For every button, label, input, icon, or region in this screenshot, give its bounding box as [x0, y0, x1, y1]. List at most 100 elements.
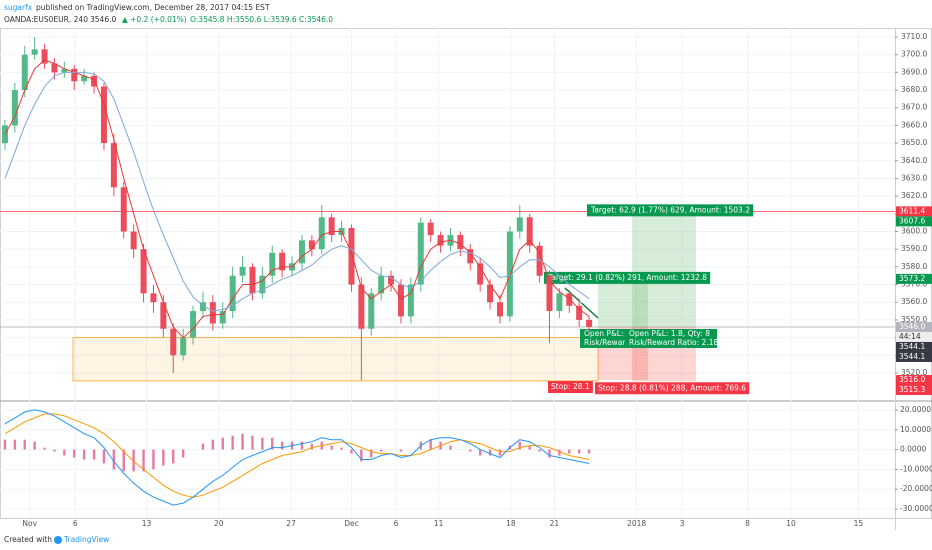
trend-line — [564, 287, 599, 319]
candle-body — [130, 231, 137, 250]
candle-body — [249, 266, 256, 294]
price-tag — [896, 375, 932, 386]
macd-histogram-bar — [162, 449, 165, 466]
macd-histogram-bar — [3, 439, 7, 450]
footer-brand[interactable]: TradingView — [63, 535, 109, 544]
macd-histogram-bar — [92, 449, 96, 460]
candle-body — [110, 143, 117, 188]
x-tick-label: 21 — [550, 519, 560, 528]
macd-histogram-bar — [172, 449, 175, 464]
price-tag-label: 3573.2 — [899, 274, 925, 283]
macd-histogram-bar — [33, 441, 36, 450]
candle-body — [160, 302, 167, 329]
macd-histogram-bar — [132, 449, 135, 472]
macd-histogram-bar — [211, 439, 215, 450]
macd-histogram-bar — [43, 447, 46, 450]
y2-tick-label: 20.0000 — [900, 405, 931, 414]
logo-icon — [54, 536, 62, 544]
candle-body — [21, 54, 28, 91]
y2-tick-label: -20.0000 — [900, 484, 932, 493]
candle-body — [496, 302, 503, 317]
candle-body — [298, 240, 305, 264]
y2-tick-label: 10.0000 — [900, 425, 931, 434]
y2-tick-label: -10.0000 — [900, 464, 932, 473]
candle-body — [199, 302, 206, 312]
x-tick-label: 6 — [394, 519, 399, 528]
candle-body — [190, 311, 197, 338]
candle-body — [41, 49, 48, 64]
macd-histogram-bar — [360, 449, 363, 462]
candle-body — [536, 245, 543, 276]
price-tag — [896, 385, 932, 396]
position-label-box — [548, 381, 593, 394]
position-label-box — [587, 204, 754, 217]
zone — [72, 337, 599, 382]
position-label: Stop: 28.1 — [548, 381, 593, 394]
macd-histogram-bar — [261, 437, 264, 450]
position-info-text: Open P&L: 1.8, Qty: 8 — [629, 329, 710, 338]
candle-body — [457, 235, 464, 250]
y-tick-label: 3600.0 — [901, 227, 927, 236]
candle-body — [516, 217, 523, 232]
candle-body — [239, 266, 246, 276]
candle-body — [467, 249, 474, 264]
x-tick-label: Nov — [22, 519, 37, 528]
author[interactable]: sugarfx — [4, 3, 33, 12]
y-tick-label: 3560.0 — [901, 297, 927, 306]
candle-body — [407, 284, 414, 317]
x-tick-label: 6 — [73, 519, 78, 528]
x-tick-label: 8 — [745, 519, 750, 528]
position-info-text: Risk/Reward Ratio: 2.18 — [629, 338, 718, 347]
macd-histogram-bar — [330, 445, 333, 450]
macd-histogram-bar — [379, 449, 383, 452]
position-label-text: Target: 29.1 (0.82%) 291, Amount: 1232.8 — [547, 273, 707, 282]
price-tag-label: 3546.0 — [899, 322, 925, 331]
candle-body — [100, 86, 107, 144]
candle-body — [566, 293, 573, 306]
candle-body — [348, 227, 355, 285]
y-tick-label: 3660.0 — [901, 120, 927, 129]
position-label: Target: 29.1 (0.82%) 291, Amount: 1232.8 — [544, 271, 711, 284]
macd-histogram-bar — [558, 449, 561, 456]
candle-body — [556, 293, 563, 312]
candle-body — [120, 187, 127, 232]
candle-body — [358, 284, 365, 329]
macd-histogram-bar — [152, 449, 155, 470]
macd-histogram-bar — [112, 449, 116, 470]
candle-body — [318, 217, 325, 250]
candle-body — [51, 63, 58, 73]
candle-body — [11, 90, 18, 126]
profit-zone — [632, 211, 696, 327]
candle-body — [279, 252, 286, 271]
macd-histogram-bar — [73, 449, 76, 458]
y-tick-label: 3640.0 — [901, 156, 927, 165]
macd-histogram-bar — [181, 449, 185, 458]
candle-body — [31, 49, 38, 55]
y-tick-label: 3590.0 — [901, 244, 927, 253]
profit-zone — [598, 278, 648, 327]
moving-average — [4, 59, 590, 339]
position-info-box — [625, 328, 717, 348]
y-tick-label: 3620.0 — [901, 191, 927, 200]
position-label-box — [595, 382, 750, 395]
candle-body — [209, 302, 216, 324]
macd-histogram-bar — [577, 449, 581, 454]
y2-tick-label: -30.0000 — [900, 504, 932, 513]
candle-body — [378, 275, 385, 294]
y-tick-label: 3690.0 — [901, 67, 927, 76]
macd-histogram-bar — [300, 441, 304, 450]
macd-histogram-bar — [231, 435, 234, 450]
price-tag — [896, 341, 932, 352]
macd-histogram-bar — [498, 449, 502, 456]
price-tag-label: 44:14 — [899, 332, 921, 341]
position-info-text: Risk/Reward — [584, 338, 630, 347]
candle-body — [328, 217, 335, 236]
x-tick-label: 3 — [680, 519, 685, 528]
macd-histogram-bar — [340, 447, 343, 450]
x-tick-label: 18 — [506, 519, 516, 528]
candle-body — [388, 275, 395, 285]
published: published on TradingView.com, December 2… — [36, 3, 270, 12]
candle-body — [91, 75, 98, 87]
